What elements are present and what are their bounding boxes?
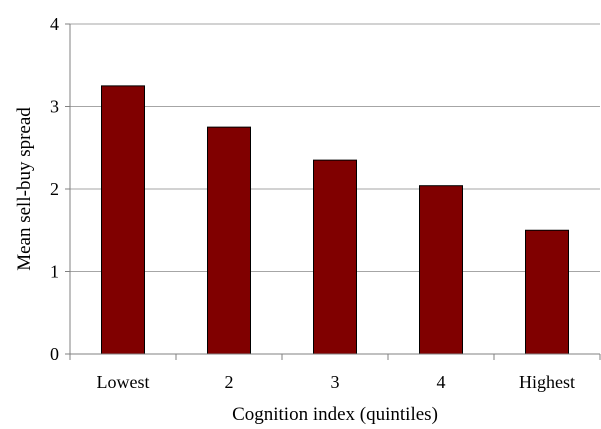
bar bbox=[419, 185, 463, 355]
axes bbox=[65, 23, 601, 360]
y-tick-label: 4 bbox=[50, 14, 59, 34]
y-axis-title: Mean sell-buy spread bbox=[14, 107, 35, 271]
x-tick-label: Highest bbox=[519, 372, 575, 392]
x-tick-label: Lowest bbox=[97, 372, 150, 392]
x-tick-label: 2 bbox=[225, 372, 234, 392]
y-tick-label: 2 bbox=[50, 179, 59, 199]
y-tick-label: 3 bbox=[50, 97, 59, 117]
x-tick-label: 3 bbox=[331, 372, 340, 392]
bar bbox=[101, 85, 145, 355]
bar bbox=[525, 229, 569, 355]
y-tick-label: 0 bbox=[50, 344, 59, 364]
x-tick-labels: Lowest 2 3 4 Highest bbox=[97, 372, 576, 392]
bar bbox=[207, 126, 251, 355]
bar bbox=[313, 159, 357, 355]
y-tick-label: 1 bbox=[50, 262, 59, 282]
x-axis-title: Cognition index (quintiles) bbox=[232, 404, 438, 425]
bars bbox=[101, 85, 569, 355]
x-tick-label: 4 bbox=[437, 372, 446, 392]
y-tick-labels: 0 1 2 3 4 bbox=[50, 14, 59, 364]
